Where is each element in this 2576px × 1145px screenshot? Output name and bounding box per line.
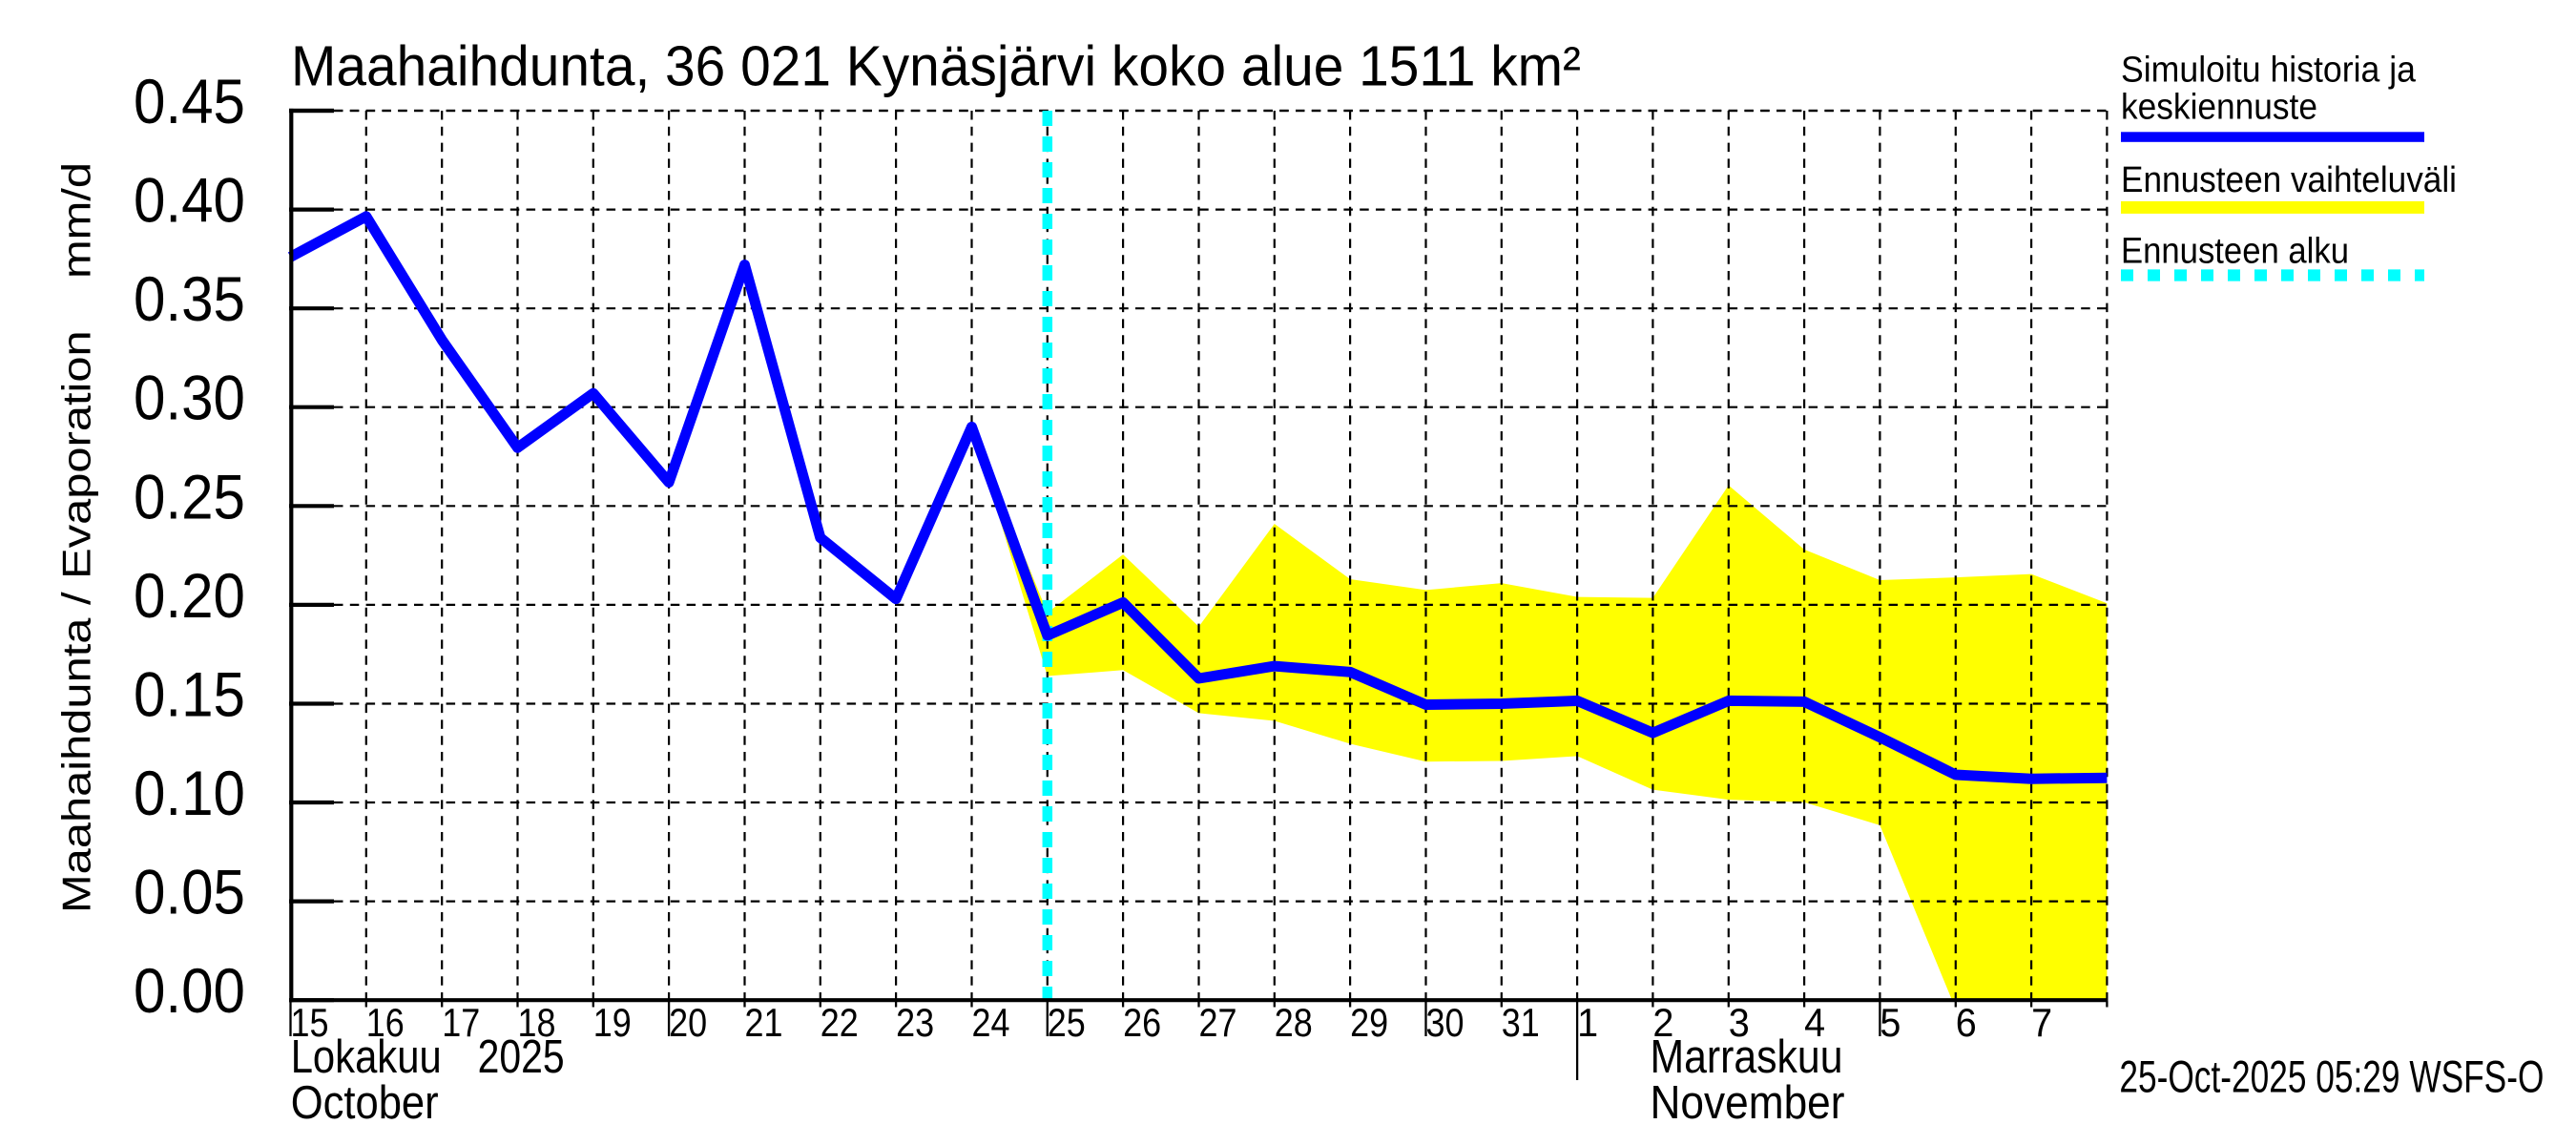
svg-text:Maahaihdunta, 36 021 Kynäsjärv: Maahaihdunta, 36 021 Kynäsjärvi koko alu… — [291, 35, 1581, 98]
svg-text:4: 4 — [1804, 1000, 1825, 1045]
svg-text:0.35: 0.35 — [134, 263, 245, 334]
svg-text:0.15: 0.15 — [134, 659, 245, 730]
svg-text:17: 17 — [442, 1000, 480, 1045]
svg-text:16: 16 — [366, 1000, 405, 1045]
svg-text:18: 18 — [518, 1000, 556, 1045]
svg-text:28: 28 — [1275, 1000, 1313, 1045]
svg-text:7: 7 — [2031, 1000, 2052, 1045]
svg-text:1: 1 — [1577, 1000, 1598, 1045]
svg-text:0.10: 0.10 — [134, 758, 245, 828]
svg-text:25: 25 — [1048, 1000, 1086, 1045]
svg-text:26: 26 — [1123, 1000, 1161, 1045]
svg-text:30: 30 — [1426, 1000, 1465, 1045]
svg-text:6: 6 — [1956, 1000, 1977, 1045]
svg-text:19: 19 — [593, 1000, 632, 1045]
svg-text:0.25: 0.25 — [134, 461, 245, 531]
svg-text:29: 29 — [1350, 1000, 1388, 1045]
svg-text:21: 21 — [745, 1000, 783, 1045]
svg-text:Ennusteen vaihteluväli: Ennusteen vaihteluväli — [2121, 160, 2457, 200]
svg-text:22: 22 — [821, 1000, 859, 1045]
svg-text:3: 3 — [1729, 1000, 1750, 1045]
svg-text:24: 24 — [972, 1000, 1010, 1045]
svg-text:0.30: 0.30 — [134, 363, 245, 433]
svg-text:Maahaihdunta / Evaporation: Maahaihdunta / Evaporation mm/d — [54, 162, 99, 913]
svg-text:0.40: 0.40 — [134, 165, 245, 236]
svg-text:November: November — [1651, 1077, 1845, 1129]
svg-text:5: 5 — [1880, 1000, 1901, 1045]
svg-text:27: 27 — [1199, 1000, 1237, 1045]
svg-text:31: 31 — [1502, 1000, 1540, 1045]
svg-text:keskiennuste: keskiennuste — [2121, 88, 2317, 128]
svg-text:Simuloitu historia ja: Simuloitu historia ja — [2121, 51, 2417, 91]
svg-text:2025: 2025 — [478, 1031, 565, 1083]
svg-text:0.00: 0.00 — [134, 955, 245, 1026]
svg-text:25-Oct-2025 05:29 WSFS-O: 25-Oct-2025 05:29 WSFS-O — [2119, 1051, 2544, 1102]
svg-text:October: October — [291, 1077, 439, 1129]
svg-text:2: 2 — [1652, 1000, 1673, 1045]
svg-text:Lokakuu: Lokakuu — [291, 1031, 442, 1083]
svg-text:0.20: 0.20 — [134, 560, 245, 631]
svg-text:0.45: 0.45 — [134, 66, 245, 136]
svg-text:20: 20 — [669, 1000, 707, 1045]
svg-text:15: 15 — [291, 1000, 329, 1045]
svg-text:0.05: 0.05 — [134, 857, 245, 927]
svg-text:23: 23 — [896, 1000, 934, 1045]
svg-text:Marraskuu: Marraskuu — [1651, 1031, 1843, 1083]
svg-text:Ennusteen alku: Ennusteen alku — [2121, 232, 2349, 272]
